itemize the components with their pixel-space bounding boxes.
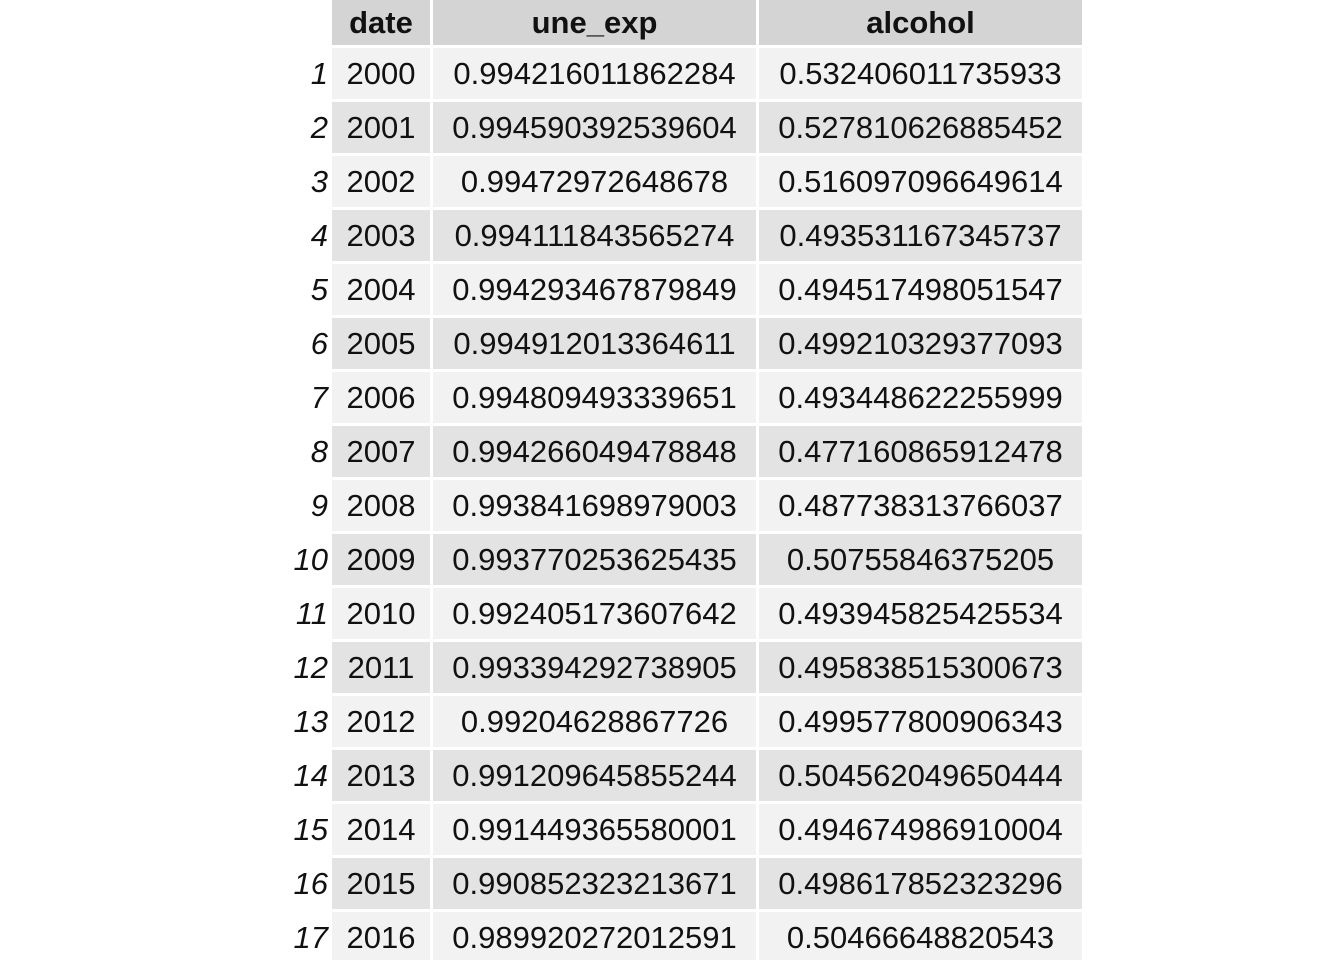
row-index: 1 (283, 48, 329, 99)
cell-une-exp: 0.993841698979003 (433, 480, 756, 531)
cell-date: 2016 (332, 912, 430, 960)
row-index: 11 (283, 588, 329, 639)
cell-date: 2013 (332, 750, 430, 801)
cell-date: 2001 (332, 102, 430, 153)
cell-une-exp: 0.994809493339651 (433, 372, 756, 423)
row-index: 5 (283, 264, 329, 315)
table-row: 15 2014 0.991449365580001 0.494674986910004 (283, 804, 1082, 855)
table-row: 4 2003 0.994111843565274 0.493531167345737 (283, 210, 1082, 261)
row-index: 10 (283, 534, 329, 585)
cell-date: 2015 (332, 858, 430, 909)
row-index: 17 (283, 912, 329, 960)
cell-alcohol: 0.487738313766037 (759, 480, 1082, 531)
row-index: 15 (283, 804, 329, 855)
cell-une-exp: 0.990852323213671 (433, 858, 756, 909)
cell-date: 2014 (332, 804, 430, 855)
table-row: 13 2012 0.99204628867726 0.499577800906343 (283, 696, 1082, 747)
cell-une-exp: 0.992405173607642 (433, 588, 756, 639)
cell-date: 2012 (332, 696, 430, 747)
cell-une-exp: 0.99204628867726 (433, 696, 756, 747)
row-index: 6 (283, 318, 329, 369)
cell-date: 2002 (332, 156, 430, 207)
row-index: 2 (283, 102, 329, 153)
cell-date: 2008 (332, 480, 430, 531)
table-row: 3 2002 0.99472972648678 0.516097096649614 (283, 156, 1082, 207)
row-index: 16 (283, 858, 329, 909)
table-header: date une_exp alcohol (283, 0, 1082, 45)
row-index: 3 (283, 156, 329, 207)
table-row: 7 2006 0.994809493339651 0.493448622255999 (283, 372, 1082, 423)
cell-alcohol: 0.498617852323296 (759, 858, 1082, 909)
cell-une-exp: 0.994590392539604 (433, 102, 756, 153)
table-body: 1 2000 0.994216011862284 0.532406011735933 2… (283, 48, 1082, 960)
cell-alcohol: 0.499577800906343 (759, 696, 1082, 747)
table-row: 12 2011 0.993394292738905 0.495838515300673 (283, 642, 1082, 693)
data-table: date une_exp alcohol 1 2000 0.994216011862… (280, 0, 1085, 960)
cell-alcohol: 0.493945825425534 (759, 588, 1082, 639)
cell-une-exp: 0.991209645855244 (433, 750, 756, 801)
cell-une-exp: 0.994266049478848 (433, 426, 756, 477)
row-index: 4 (283, 210, 329, 261)
row-index: 13 (283, 696, 329, 747)
table-row: 1 2000 0.994216011862284 0.532406011735933 (283, 48, 1082, 99)
cell-alcohol: 0.495838515300673 (759, 642, 1082, 693)
table-row: 8 2007 0.994266049478848 0.477160865912478 (283, 426, 1082, 477)
cell-date: 2009 (332, 534, 430, 585)
cell-alcohol: 0.516097096649614 (759, 156, 1082, 207)
row-index: 7 (283, 372, 329, 423)
cell-date: 2004 (332, 264, 430, 315)
cell-date: 2000 (332, 48, 430, 99)
table-row: 17 2016 0.989920272012591 0.50466648820543 (283, 912, 1082, 960)
index-header (283, 0, 329, 45)
cell-date: 2011 (332, 642, 430, 693)
table-row: 2 2001 0.994590392539604 0.527810626885452 (283, 102, 1082, 153)
table-row: 16 2015 0.990852323213671 0.498617852323296 (283, 858, 1082, 909)
cell-alcohol: 0.504562049650444 (759, 750, 1082, 801)
column-header-date: date (332, 0, 430, 45)
cell-alcohol: 0.477160865912478 (759, 426, 1082, 477)
cell-date: 2007 (332, 426, 430, 477)
cell-alcohol: 0.499210329377093 (759, 318, 1082, 369)
cell-une-exp: 0.989920272012591 (433, 912, 756, 960)
cell-une-exp: 0.991449365580001 (433, 804, 756, 855)
row-index: 14 (283, 750, 329, 801)
row-index: 12 (283, 642, 329, 693)
cell-une-exp: 0.993770253625435 (433, 534, 756, 585)
row-index: 9 (283, 480, 329, 531)
cell-alcohol: 0.494517498051547 (759, 264, 1082, 315)
cell-date: 2005 (332, 318, 430, 369)
cell-une-exp: 0.994216011862284 (433, 48, 756, 99)
cell-une-exp: 0.99472972648678 (433, 156, 756, 207)
table-row: 5 2004 0.994293467879849 0.494517498051547 (283, 264, 1082, 315)
cell-alcohol: 0.50755846375205 (759, 534, 1082, 585)
table-row: 10 2009 0.993770253625435 0.50755846375205 (283, 534, 1082, 585)
table-row: 6 2005 0.994912013364611 0.499210329377093 (283, 318, 1082, 369)
table-row: 9 2008 0.993841698979003 0.487738313766037 (283, 480, 1082, 531)
table-row: 14 2013 0.991209645855244 0.504562049650444 (283, 750, 1082, 801)
column-header-alcohol: alcohol (759, 0, 1082, 45)
cell-alcohol: 0.532406011735933 (759, 48, 1082, 99)
row-index: 8 (283, 426, 329, 477)
cell-une-exp: 0.994912013364611 (433, 318, 756, 369)
cell-date: 2003 (332, 210, 430, 261)
cell-alcohol: 0.494674986910004 (759, 804, 1082, 855)
cell-date: 2006 (332, 372, 430, 423)
header-row: date une_exp alcohol (283, 0, 1082, 45)
cell-alcohol: 0.527810626885452 (759, 102, 1082, 153)
column-header-une-exp: une_exp (433, 0, 756, 45)
cell-une-exp: 0.994293467879849 (433, 264, 756, 315)
cell-alcohol: 0.493531167345737 (759, 210, 1082, 261)
cell-alcohol: 0.493448622255999 (759, 372, 1082, 423)
table-row: 11 2010 0.992405173607642 0.493945825425534 (283, 588, 1082, 639)
cell-alcohol: 0.50466648820543 (759, 912, 1082, 960)
cell-une-exp: 0.994111843565274 (433, 210, 756, 261)
cell-date: 2010 (332, 588, 430, 639)
cell-une-exp: 0.993394292738905 (433, 642, 756, 693)
